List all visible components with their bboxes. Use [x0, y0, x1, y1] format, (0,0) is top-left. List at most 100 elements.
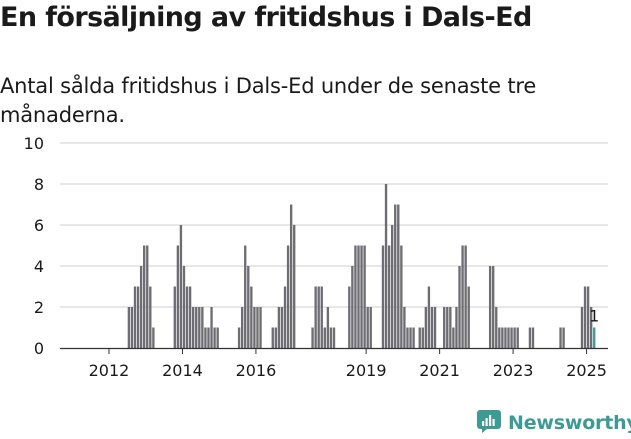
y-tick-label: 4	[34, 257, 44, 276]
bar	[152, 327, 155, 348]
bar	[179, 225, 183, 348]
x-tick-label: 2016	[236, 361, 277, 380]
newsworthy-brand: Newsworthy	[476, 408, 631, 438]
bar	[559, 327, 562, 348]
bar	[195, 307, 198, 348]
bar	[513, 327, 516, 348]
data-labels: 1	[589, 307, 599, 326]
bar	[443, 307, 446, 348]
bar	[244, 245, 247, 348]
bar	[259, 307, 262, 348]
bar	[510, 327, 513, 348]
bar	[210, 307, 213, 348]
axes: 0 2 4 6 8 10 2012 2014 2016 2019 2021 2023 2025	[24, 134, 608, 380]
y-tick-label: 6	[34, 216, 44, 235]
bar	[351, 266, 354, 348]
newsworthy-logo-icon	[476, 408, 502, 438]
bar	[289, 204, 293, 348]
bar	[381, 245, 385, 348]
bar	[363, 245, 366, 348]
y-tick-label: 0	[34, 339, 44, 358]
y-tick-label: 2	[34, 298, 44, 317]
bar	[143, 245, 146, 348]
bar	[317, 286, 320, 348]
bar	[357, 245, 360, 348]
bar	[366, 307, 369, 348]
bar	[394, 204, 397, 348]
bar	[277, 307, 281, 348]
y-tick-label: 10	[24, 134, 44, 153]
bar	[501, 327, 504, 348]
bars	[127, 184, 596, 348]
bar	[207, 327, 210, 348]
bar	[583, 286, 587, 348]
x-tick-label: 2023	[493, 361, 534, 380]
bar	[387, 245, 391, 348]
bar	[320, 286, 323, 348]
bar	[198, 307, 201, 348]
bar	[185, 286, 189, 348]
x-tick-label: 2025	[566, 361, 607, 380]
bar	[311, 327, 314, 348]
y-tick-label: 8	[34, 175, 44, 194]
bar	[329, 327, 333, 348]
bar	[403, 307, 406, 348]
bar	[586, 286, 590, 348]
bar	[136, 286, 140, 348]
bar	[516, 327, 519, 348]
bar	[293, 225, 296, 348]
bar	[421, 327, 424, 348]
bar	[562, 327, 565, 348]
bar	[274, 327, 278, 348]
bar	[495, 307, 498, 348]
bar	[253, 307, 256, 348]
bar	[369, 307, 372, 348]
bar	[256, 307, 259, 348]
brand-name: Newsworthy	[508, 412, 631, 434]
bar	[580, 307, 584, 348]
bar	[133, 286, 137, 348]
bar	[237, 327, 241, 348]
chart-subtitle: Antal sålda fritidshus i Dals-Ed under d…	[0, 74, 537, 127]
bar	[467, 286, 470, 348]
bar	[458, 266, 461, 348]
bar	[332, 327, 336, 348]
bar	[314, 286, 317, 348]
x-tick-label: 2014	[162, 361, 203, 380]
bar	[213, 327, 216, 348]
x-tick-label: 2012	[89, 361, 130, 380]
bar	[593, 327, 596, 348]
bar	[464, 245, 467, 348]
bar	[409, 327, 412, 348]
bar	[149, 286, 152, 348]
bar	[528, 327, 532, 348]
bar	[188, 286, 192, 348]
bar	[492, 266, 495, 348]
bar	[360, 245, 363, 348]
bar	[589, 307, 593, 348]
bar	[191, 307, 195, 348]
bar	[412, 327, 415, 348]
x-tick-label: 2019	[346, 361, 387, 380]
bar	[400, 245, 403, 348]
bar	[433, 307, 437, 348]
bar	[461, 245, 464, 348]
bar	[504, 327, 507, 348]
bar	[283, 286, 287, 348]
bar	[204, 327, 207, 348]
bar	[216, 327, 219, 348]
bar	[173, 286, 176, 348]
bar	[286, 245, 290, 348]
data-label: 1	[589, 307, 599, 326]
bar	[418, 327, 421, 348]
bar	[430, 307, 434, 348]
bar	[250, 286, 253, 348]
bar	[280, 307, 284, 348]
bar	[455, 307, 458, 348]
gridlines	[60, 142, 608, 308]
bar	[452, 327, 455, 348]
bar	[247, 266, 250, 348]
chart-title: En försäljning av fritidshus i Dals-Ed	[0, 2, 532, 33]
bar	[498, 327, 501, 348]
